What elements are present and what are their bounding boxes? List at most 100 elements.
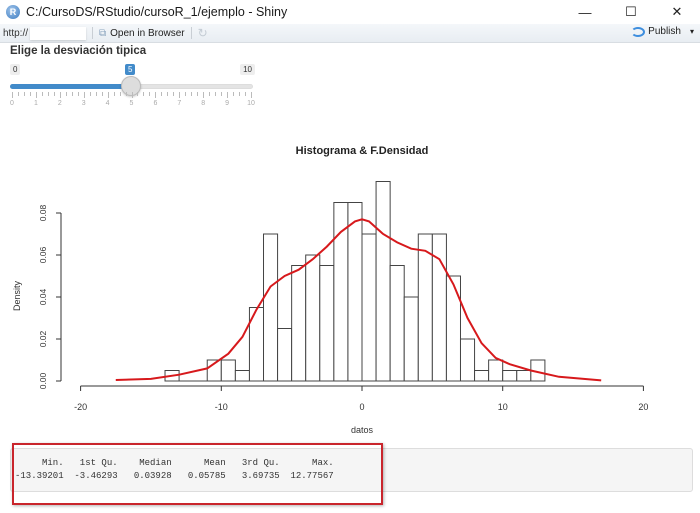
histogram-bars	[164, 181, 546, 382]
histogram-bar	[234, 370, 250, 382]
publish-button[interactable]: Publish ▾	[631, 26, 694, 37]
x-tick-label: 20	[638, 402, 648, 412]
publish-icon	[631, 26, 646, 37]
y-tick-label: 0.08	[38, 204, 48, 221]
slider-tick-label: 3	[81, 100, 86, 107]
slider-tick-label: 4	[105, 100, 110, 107]
slider-tick	[71, 92, 73, 96]
slider-tick	[41, 92, 43, 96]
x-tick-label: -10	[215, 402, 228, 412]
url-label: http://	[3, 27, 29, 39]
histogram-bar	[445, 275, 461, 382]
slider-tick	[143, 92, 145, 96]
slider-tick	[17, 92, 19, 96]
slider-tick	[251, 92, 252, 98]
slider-tick	[239, 92, 241, 96]
slider-tick	[227, 92, 229, 98]
histogram-bar	[474, 370, 490, 382]
y-axis: 0.00 0.02 0.04 0.06 0.08	[38, 204, 62, 389]
toolbar-divider	[190, 27, 192, 39]
slider-tick	[215, 92, 217, 96]
slider-label: Elige la desviación tipica	[10, 45, 147, 57]
slider-tick	[131, 92, 133, 98]
sd-slider[interactable]: 0 5 10 0 1 2 3 4 5 6 7 8 9 10	[10, 63, 255, 113]
slider-tick-label: 7	[177, 100, 182, 107]
x-tick-label: 0	[359, 402, 364, 412]
slider-tick	[89, 92, 91, 96]
open-in-browser-button[interactable]: Open in Browser	[110, 27, 185, 39]
slider-handle[interactable]	[121, 76, 141, 96]
slider-tick	[221, 92, 223, 96]
slider-min-label: 0	[10, 64, 21, 75]
slider-tick	[12, 92, 13, 98]
publish-dropdown-caret-icon[interactable]: ▾	[689, 27, 694, 36]
slider-tick	[155, 92, 157, 98]
slider-tick	[197, 92, 199, 96]
histogram-bar	[375, 181, 391, 382]
close-button[interactable]: ✕	[671, 4, 683, 19]
refresh-icon[interactable]: ↻	[197, 26, 208, 40]
slider-tick	[167, 92, 169, 96]
slider-tick	[125, 92, 127, 96]
histogram-bar	[488, 359, 504, 382]
viewer-toolbar: http:// ⧉ Open in Browser ↻ Publish ▾	[0, 24, 700, 43]
url-input[interactable]	[30, 26, 87, 40]
slider-tick	[77, 92, 79, 96]
density-curve	[115, 218, 602, 382]
slider-tick	[107, 92, 109, 98]
slider-tick-label: 1	[33, 100, 38, 107]
slider-tick	[35, 92, 37, 98]
open-in-browser-icon: ⧉	[99, 27, 107, 39]
slider-tick	[137, 92, 139, 96]
slider-tick-label: 5	[129, 100, 134, 107]
slider-tick	[59, 92, 61, 98]
slider-tick	[113, 92, 115, 96]
histogram-bar	[516, 370, 532, 382]
y-axis-label: Density	[12, 280, 22, 311]
slider-tick	[83, 92, 85, 98]
minimize-button[interactable]: —	[578, 4, 592, 20]
y-tick-label: 0.02	[38, 330, 48, 347]
histogram-bar	[403, 296, 419, 382]
slider-tick-label: 10	[247, 100, 255, 107]
histogram-bar	[389, 265, 405, 382]
slider-tick	[101, 92, 103, 96]
summary-headers: Min. 1st Qu. Median Mean 3rd Qu. Max.	[15, 458, 340, 468]
y-tick-label: 0.00	[38, 372, 48, 389]
slider-tick	[185, 92, 187, 96]
r-app-icon: R	[6, 5, 20, 19]
slider-tick	[29, 92, 31, 96]
publish-label: Publish	[648, 26, 681, 37]
slider-value-badge: 5	[125, 64, 136, 75]
x-tick-label: 10	[498, 402, 508, 412]
slider-tick	[95, 92, 97, 96]
window-titlebar: R C:/CursoDS/RStudio/cursoR_1/ejemplo - …	[0, 0, 700, 24]
slider-tick	[209, 92, 211, 96]
histogram-chart: Histograma & F.Densidad 0.00 0.02 0.04 0.06…	[12, 145, 648, 435]
summary-values: -13.39201 -3.46293 0.03928 0.05785 3.697…	[15, 471, 340, 481]
maximize-button[interactable]: ☐	[625, 4, 637, 19]
slider-tick	[233, 92, 235, 96]
slider-tick	[119, 92, 121, 96]
slider-tick	[191, 92, 193, 96]
slider-tick	[245, 92, 247, 96]
slider-track-fill	[10, 84, 131, 89]
summary-output: Min. 1st Qu. Median Mean 3rd Qu. Max. -1…	[10, 448, 693, 492]
y-tick-label: 0.06	[38, 246, 48, 263]
x-axis-label: datos	[351, 425, 374, 435]
slider-tick	[203, 92, 205, 98]
histogram-bar	[277, 328, 293, 382]
slider-tick	[65, 92, 67, 96]
histogram-bar	[347, 202, 363, 382]
chart-title: Histograma & F.Densidad	[296, 145, 429, 157]
slider-tick-label: 0	[10, 100, 14, 107]
toolbar-divider	[92, 27, 94, 39]
slider-tick-label: 2	[57, 100, 62, 107]
slider-tick	[161, 92, 163, 96]
slider-ticks	[10, 92, 253, 98]
slider-tick	[173, 92, 175, 96]
histogram-bar	[319, 265, 335, 382]
x-axis: -20 -10 0 10 20	[74, 385, 648, 412]
slider-tick	[23, 92, 25, 96]
slider-tick-label: 8	[201, 100, 206, 107]
